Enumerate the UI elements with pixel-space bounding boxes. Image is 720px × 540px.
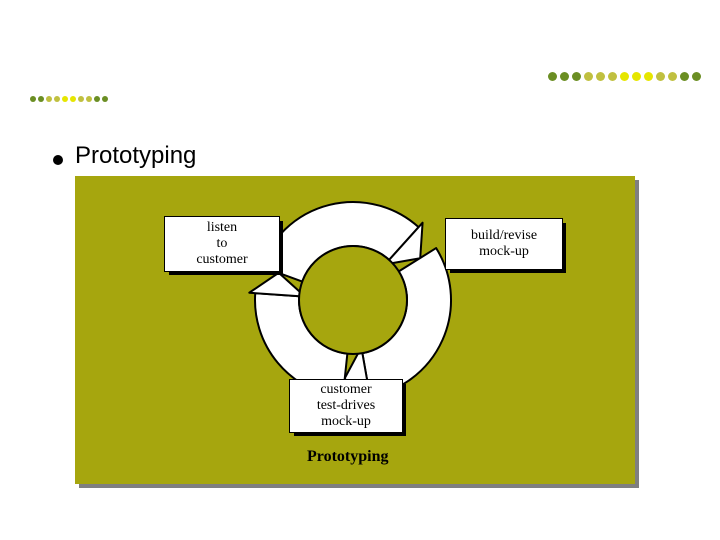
node-test-label: customertest-drivesmock-up [317, 382, 375, 430]
node-listen: listentocustomer [164, 216, 283, 275]
node-test: customertest-drivesmock-up [289, 379, 406, 436]
diagram-caption: Prototyping [307, 448, 388, 466]
slide-heading: Prototyping [75, 142, 196, 170]
decor-dots-left [30, 96, 108, 102]
node-build-label: build/revisemock-up [471, 228, 537, 260]
decor-dots-right [548, 72, 701, 81]
heading-bullet [53, 155, 63, 165]
node-listen-label: listentocustomer [196, 220, 247, 268]
node-build: build/revisemock-up [445, 218, 566, 273]
